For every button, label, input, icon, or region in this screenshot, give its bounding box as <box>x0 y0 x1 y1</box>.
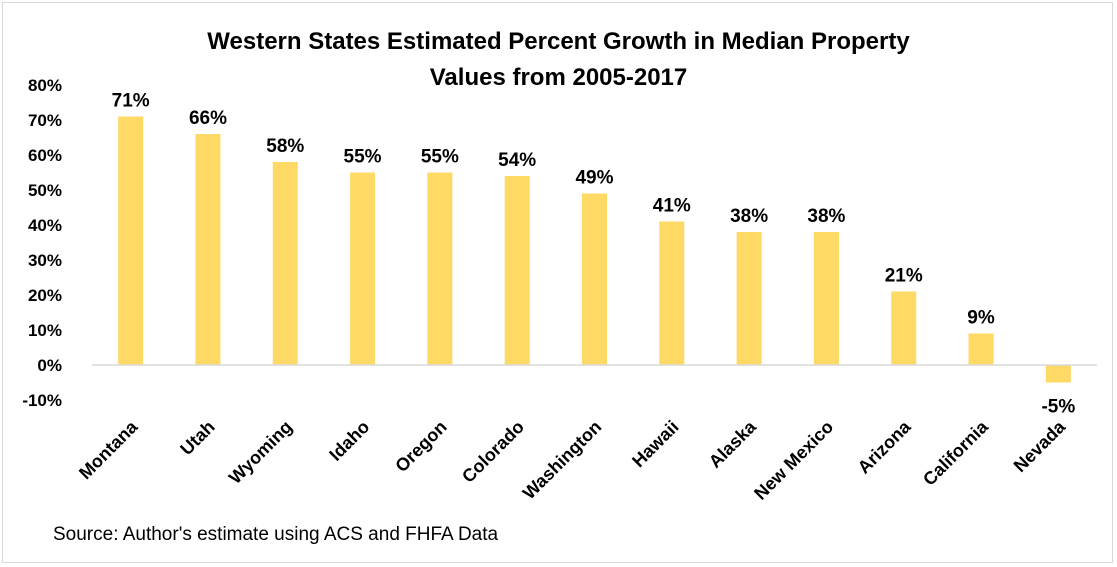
x-tick-label: Washington <box>519 417 605 503</box>
bars <box>118 116 1071 383</box>
data-label: 71% <box>112 91 150 112</box>
data-label: 49% <box>575 168 613 189</box>
x-tick-label: California <box>919 416 993 490</box>
x-tick-label: Montana <box>75 416 142 483</box>
x-tick-label: Oregon <box>391 417 450 476</box>
x-axis-labels: Montana Utah Wyoming Idaho Oregon ColoradoWas… <box>75 416 1070 504</box>
x-tick-label: Wyoming <box>225 417 296 488</box>
source-note: Source: Author's estimate using ACS and … <box>53 524 499 545</box>
data-label: 54% <box>498 150 536 171</box>
data-label: 38% <box>730 206 768 227</box>
data-label: 9% <box>967 308 995 329</box>
y-tick-label: 10% <box>28 321 62 340</box>
bar-oregon <box>427 172 453 365</box>
x-tick-label: Idaho <box>325 417 373 465</box>
bar-washington <box>582 193 607 365</box>
data-label: 21% <box>885 266 923 287</box>
y-tick-label: 60% <box>28 146 62 165</box>
bar-wyoming <box>272 162 298 365</box>
bar-new-mexico <box>813 232 839 365</box>
x-tick-label: Arizona <box>854 416 916 478</box>
data-label: 58% <box>266 136 304 157</box>
bar-nevada <box>1045 365 1071 383</box>
x-tick-label: Nevada <box>1010 416 1070 476</box>
y-tick-label: 80% <box>28 76 62 95</box>
data-label: 41% <box>653 196 691 217</box>
x-tick-label: Colorado <box>458 417 528 487</box>
y-tick-label: 0% <box>37 356 62 375</box>
bar-idaho <box>350 172 376 365</box>
y-tick-label: 20% <box>28 286 62 305</box>
y-tick-label: 70% <box>28 111 62 130</box>
x-tick-label: Alaska <box>705 416 761 472</box>
x-tick-label: Hawaii <box>628 417 682 471</box>
bar-montana <box>118 116 144 365</box>
data-labels: 71% 66% 58% 55% 55% 54% 49% 41% 38% 38% 21% 9% -5% <box>112 91 1076 418</box>
bar-hawaii <box>659 221 685 365</box>
data-label: 66% <box>189 108 227 129</box>
data-label: 38% <box>807 206 845 227</box>
chart-title-line-1: Western States Estimated Percent Growth … <box>207 28 910 55</box>
chart-title-line-2: Values from 2005-2017 <box>429 64 688 91</box>
data-label: 55% <box>344 147 382 168</box>
x-tick-label: New Mexico <box>750 417 837 504</box>
y-tick-label: 30% <box>28 251 62 270</box>
bar-california <box>968 333 994 365</box>
bar-alaska <box>736 232 762 365</box>
x-tick-label: Utah <box>176 417 218 459</box>
y-tick-label: 40% <box>28 216 62 235</box>
data-label: -5% <box>1041 397 1075 418</box>
y-tick-label: 50% <box>28 181 62 200</box>
y-tick-label: -10% <box>22 391 62 410</box>
y-axis-ticks: 80% 70% 60% 50% 40% 30% 20% 10% 0% -10% <box>22 76 62 410</box>
bar-utah <box>195 134 221 365</box>
bar-arizona <box>891 291 917 365</box>
bar-colorado <box>504 176 530 365</box>
data-label: 55% <box>421 147 459 168</box>
